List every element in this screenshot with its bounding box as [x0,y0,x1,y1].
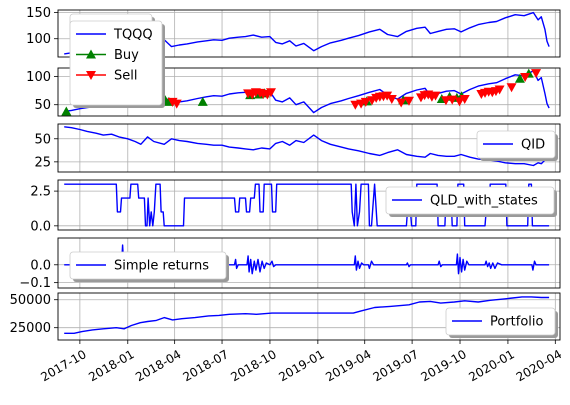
legend-returns: Simple returns [69,251,229,282]
x-tick-label: 2020-04 [514,347,564,384]
sell-marker [531,69,542,79]
panel-frame [57,237,561,289]
sell-marker [386,95,397,105]
legend-sell-swatch-marker [86,71,96,80]
legend-portfolio: Portfolio [445,307,558,338]
y-tick-label: −0.1 [19,276,51,291]
y-tick-label: 50 [34,98,51,113]
x-tick-label: 2018-10 [228,347,278,384]
y-tick-label: 0.0 [30,258,51,273]
y-tick-label: 50000 [10,293,51,308]
sell-marker [265,88,276,98]
legend-label: QLD_with_states [430,194,538,209]
y-tick-label: 25 [34,155,51,170]
y-tick-label: 50 [34,132,51,147]
x-tick-label: 2017-10 [38,347,88,384]
sell-marker [459,95,470,105]
x-tick-label: 2019-01 [276,347,326,384]
panel-frame [57,67,561,117]
legend-qid: QID [476,130,558,161]
sell-marker [382,91,393,101]
x-tick-label: 2018-01 [86,347,136,384]
y-tick-label: 150 [26,6,51,21]
sell-marker [396,98,407,108]
sell-marker [506,83,517,93]
y-tick-label: 100 [26,70,51,85]
x-tick-label: 2019-07 [371,347,421,384]
panel-frame [57,179,561,231]
legend-states: QLD_with_states [385,186,557,217]
panel-frame [57,9,561,58]
legend-label: QID [521,138,545,153]
legend-label: TQQQ [113,28,153,43]
series-line-portfolio [64,296,550,334]
y-tick-label: 2.5 [30,185,51,200]
buy-marker [61,106,72,116]
x-tick-label: 2020-01 [466,347,516,384]
legend-box [69,251,227,280]
legend-tqqq: TQQQ Buy Sell [69,20,165,108]
y-tick-label: 100 [26,32,51,47]
x-tick-label: 2019-10 [418,347,468,384]
sell-marker [440,96,451,106]
legend-label: Buy [114,48,139,63]
legend-box [385,186,555,215]
panel-frame [57,292,561,341]
x-tick-label: 2018-04 [133,347,183,384]
sell-marker [447,95,458,105]
sell-marker [454,97,465,107]
x-axis: 2017-102018-012018-042018-072018-102019-… [38,340,564,384]
legend-label: Portfolio [490,315,544,330]
legend-label: Simple returns [114,259,209,274]
legend-box [476,130,556,159]
x-tick-label: 2019-04 [323,347,373,384]
sell-marker [360,97,371,107]
sell-marker [171,99,182,109]
sell-marker [494,85,505,95]
y-tick-label: 25000 [10,321,51,336]
legend-box [445,307,556,336]
sell-marker [520,73,531,83]
panels-layer: 100 150 50 100 25 50 0.0 2.5 −0.1 0.0 25000 50000 QL… [10,6,561,341]
buy-marker [197,96,208,106]
legend-box [69,20,163,106]
x-tick-label: 2018-07 [181,347,231,384]
sell-marker [403,96,414,106]
legend-buy-swatch-marker [86,49,96,59]
panel-frame [57,123,561,173]
legend-label: Sell [114,69,137,84]
series-line-qid [64,126,550,167]
buy-marker [514,73,525,83]
sell-marker [430,91,441,101]
y-tick-label: 0.0 [30,219,51,234]
sell-marker [350,100,361,110]
